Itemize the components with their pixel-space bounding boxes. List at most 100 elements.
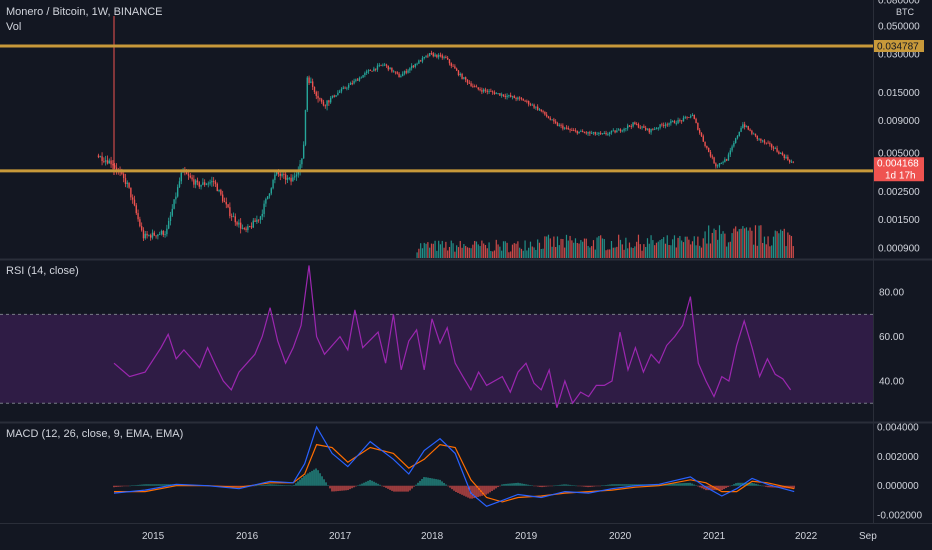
volume-bar	[573, 242, 575, 258]
candle-body	[189, 175, 191, 178]
macd-histogram-bar	[709, 485, 711, 491]
candle-body	[229, 207, 231, 217]
volume-bar	[695, 245, 697, 258]
candle-body	[297, 171, 299, 175]
macd-histogram-bar	[701, 485, 703, 489]
macd-histogram-bar	[557, 485, 559, 486]
candle-body	[295, 174, 298, 177]
macd-histogram-bar	[753, 483, 755, 486]
candle-body	[130, 187, 132, 198]
macd-histogram-bar	[175, 484, 177, 486]
macd-histogram-bar	[377, 483, 379, 486]
candle-body	[697, 122, 699, 130]
candle-body	[153, 232, 155, 236]
candle-body	[293, 176, 296, 178]
macd-histogram-bar	[667, 483, 669, 486]
macd-histogram-bar	[285, 485, 287, 486]
candle-body	[702, 136, 704, 142]
candle-body	[689, 116, 692, 118]
macd-histogram-bar	[465, 485, 467, 497]
volume-bar	[783, 228, 785, 258]
candle-body	[265, 198, 267, 204]
candle-body	[212, 181, 215, 182]
macd-histogram-bar	[315, 468, 317, 486]
candle-body	[504, 96, 506, 97]
volume-bar	[457, 247, 460, 258]
candle-body	[526, 100, 528, 102]
candle-body	[470, 83, 472, 86]
candle-body	[326, 100, 328, 106]
volume-bar	[445, 241, 447, 258]
candle-body	[302, 144, 305, 159]
candle-body	[670, 121, 672, 124]
macd-histogram-bar	[559, 484, 561, 486]
volume-bar	[711, 232, 713, 258]
macd-histogram-bar	[673, 483, 675, 486]
volume-bar	[565, 234, 568, 258]
candle-body	[520, 98, 523, 100]
macd-histogram-bar	[575, 485, 577, 487]
time-tick-label: 2018	[421, 531, 444, 542]
price-tick-label: 0.030000	[878, 50, 920, 61]
volume-bar	[466, 247, 469, 258]
candle-body	[682, 117, 685, 122]
macd-histogram-bar	[479, 485, 481, 497]
macd-histogram-bar	[277, 484, 279, 486]
volume-bar	[636, 241, 638, 258]
candle-body	[553, 119, 555, 122]
volume-bar	[650, 235, 652, 258]
volume-bar	[726, 246, 728, 258]
bar-countdown-label: 1d 17h	[885, 171, 916, 182]
macd-histogram-bar	[375, 482, 377, 486]
candle-body	[554, 121, 557, 124]
volume-bar	[699, 245, 701, 258]
volume-bar	[787, 232, 789, 258]
candle-body	[380, 64, 382, 66]
volume-bar	[549, 238, 551, 258]
volume-bar	[745, 227, 748, 258]
macd-histogram-bar	[623, 484, 625, 486]
candle-body	[394, 71, 397, 73]
candle-body	[301, 158, 303, 165]
candle-body	[407, 70, 409, 73]
macd-histogram-bar	[155, 484, 157, 486]
macd-histogram-bar	[609, 484, 611, 486]
candle-body	[776, 148, 778, 152]
volume-bar	[603, 239, 605, 258]
macd-histogram-bar	[463, 485, 465, 496]
candle-body	[191, 177, 193, 180]
volume-bar	[614, 247, 616, 258]
candle-body	[749, 129, 751, 131]
candle-body	[221, 194, 224, 202]
candle-body	[437, 54, 440, 58]
volume-bar	[423, 242, 425, 258]
macd-histogram-bar	[459, 485, 461, 494]
macd-histogram-bar	[481, 485, 483, 496]
candle-body	[409, 68, 411, 71]
candle-body	[706, 146, 708, 148]
price-tick-label: 0.002500	[878, 187, 920, 198]
candle-body	[652, 128, 654, 130]
candle-body	[319, 98, 321, 100]
time-tick-label: 2015	[142, 531, 165, 542]
candle-body	[718, 163, 721, 166]
macd-histogram-bar	[317, 470, 319, 486]
candle-body	[115, 167, 118, 171]
candle-body	[272, 179, 274, 189]
candle-body	[608, 132, 611, 135]
candle-body	[578, 131, 580, 134]
macd-histogram-bar	[157, 484, 159, 486]
candle-body	[101, 156, 103, 162]
macd-histogram-bar	[781, 485, 783, 488]
candle-body	[502, 94, 505, 97]
candle-body	[160, 230, 163, 235]
candle-body	[562, 125, 564, 129]
volume-bar	[670, 245, 672, 258]
macd-histogram-bar	[267, 484, 269, 486]
macd-histogram-bar	[145, 484, 147, 486]
macd-histogram-bar	[149, 484, 151, 486]
candle-body	[686, 116, 688, 118]
candle-body	[536, 106, 539, 110]
volume-bar	[682, 242, 685, 258]
